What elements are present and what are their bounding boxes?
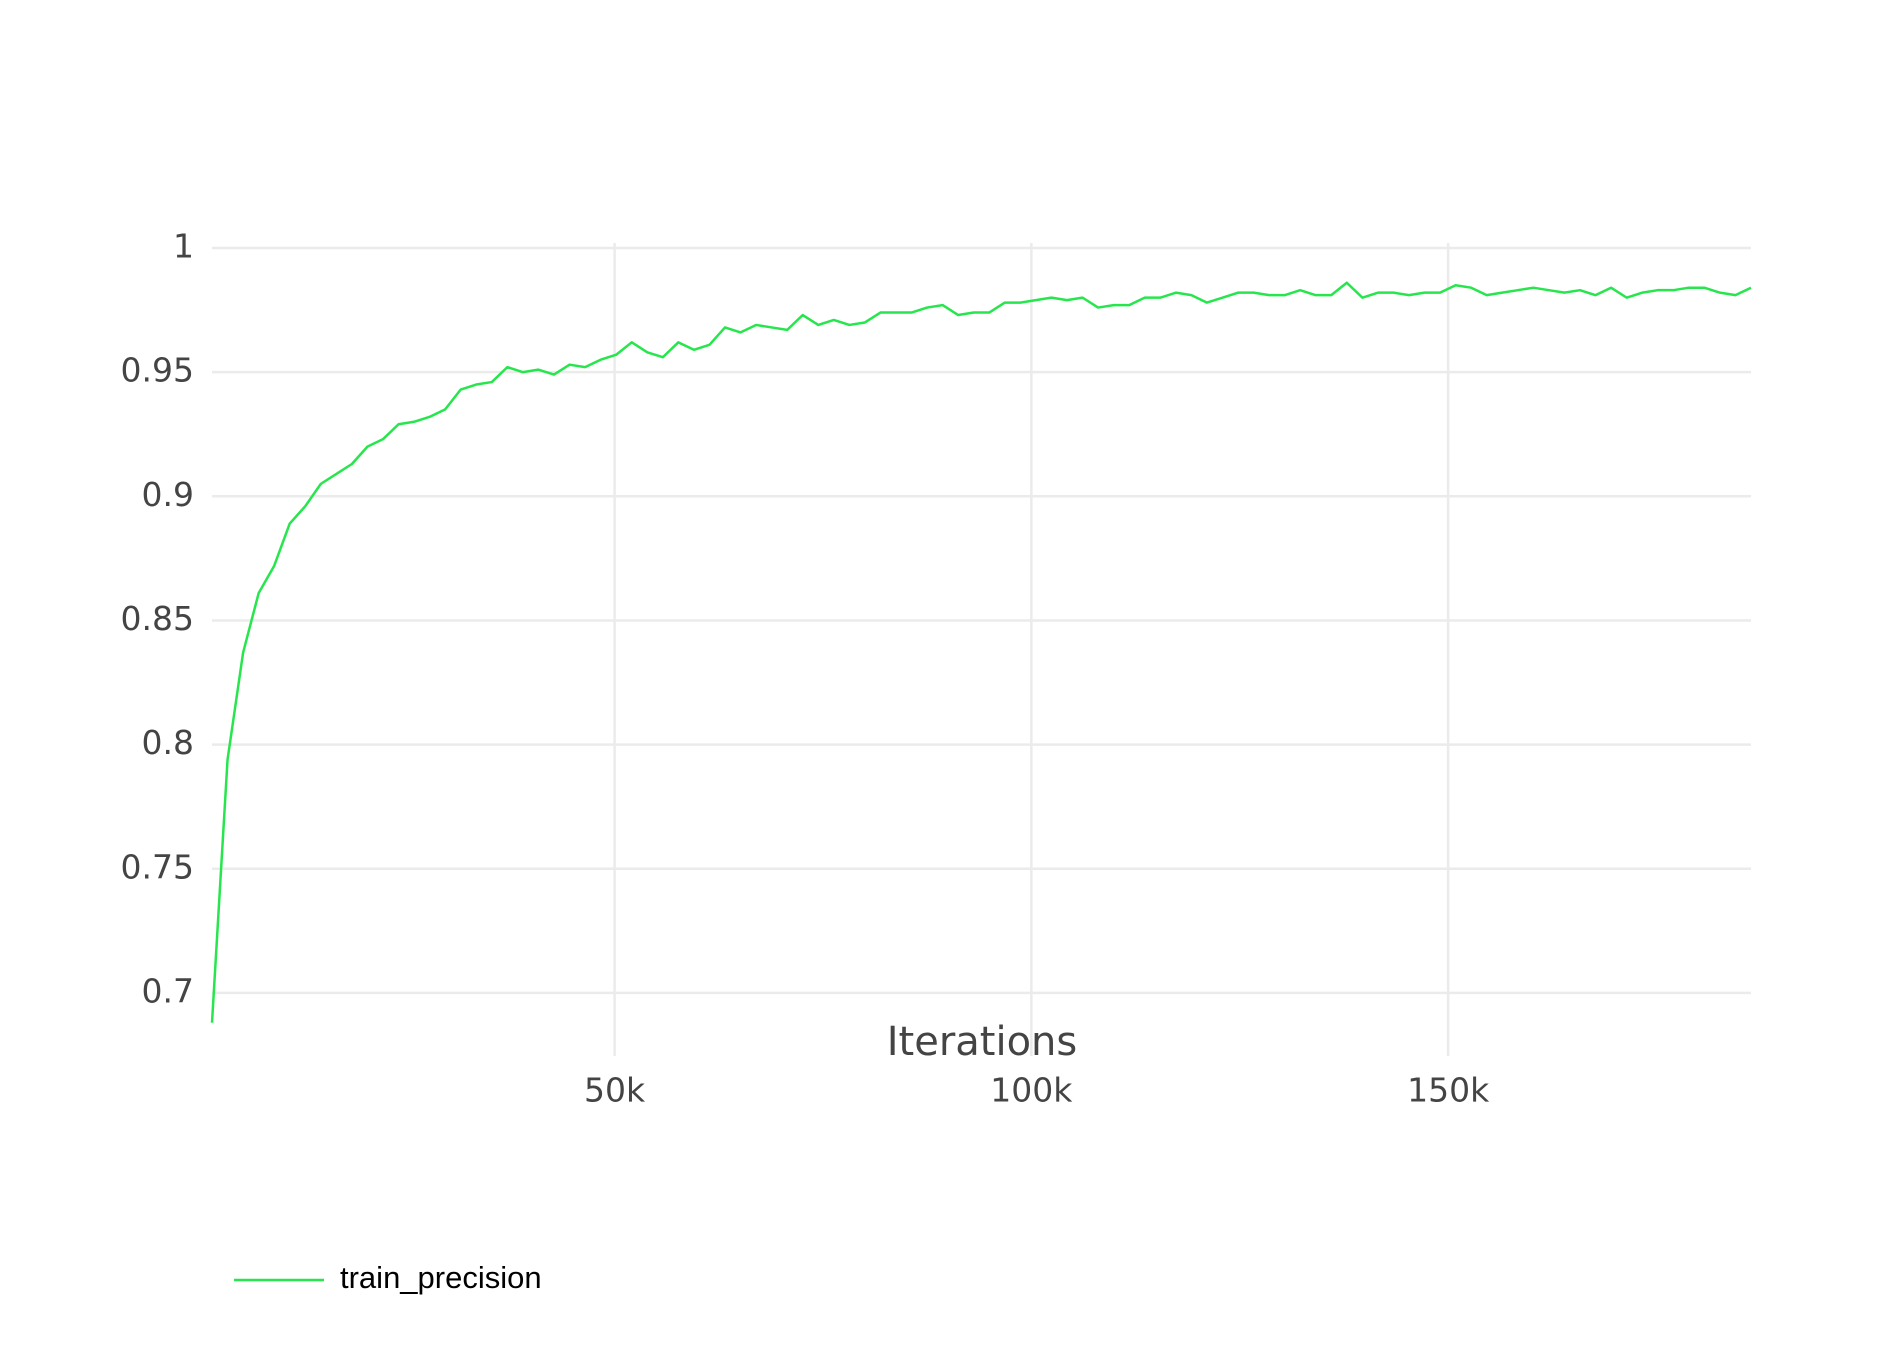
y-tick-label: 0.9	[142, 475, 194, 514]
x-axis-title: Iterations	[887, 1019, 1078, 1065]
x-tick-label: 50k	[584, 1071, 646, 1110]
data-line	[210, 281, 1752, 1023]
plot-area	[210, 281, 1752, 1023]
y-tick-label: 0.8	[142, 723, 194, 762]
legend-label: train_precision	[340, 1260, 542, 1295]
x-tick-label: 150k	[1407, 1071, 1490, 1110]
x-tick-label: 100k	[990, 1071, 1073, 1110]
y-tick-label: 1	[173, 226, 194, 265]
y-tick-label: 0.85	[121, 599, 194, 638]
y-tick-label: 0.75	[121, 847, 194, 886]
y-tick-label: 0.7	[142, 971, 194, 1010]
y-tick-label: 0.95	[121, 351, 194, 390]
grid	[212, 243, 1751, 1056]
